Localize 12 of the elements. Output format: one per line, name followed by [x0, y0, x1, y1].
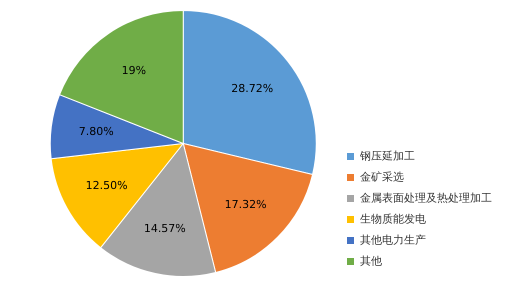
legend-label: 其他电力生产 [360, 233, 426, 246]
legend-label: 金矿采选 [360, 170, 404, 184]
data-label: 7.80% [78, 124, 114, 138]
legend-label: 金属表面处理及热处理加工 [360, 191, 492, 204]
data-label: 14.57% [144, 222, 186, 236]
legend-label: 其他 [360, 254, 382, 268]
legend-label: 生物质能发电 [360, 212, 426, 226]
data-label: 17.32% [224, 198, 267, 212]
data-label: 19% [122, 64, 146, 77]
data-label: 12.50% [86, 179, 128, 192]
legend-label: 钢压延加工 [359, 149, 415, 162]
data-label: 28.72% [231, 82, 274, 96]
